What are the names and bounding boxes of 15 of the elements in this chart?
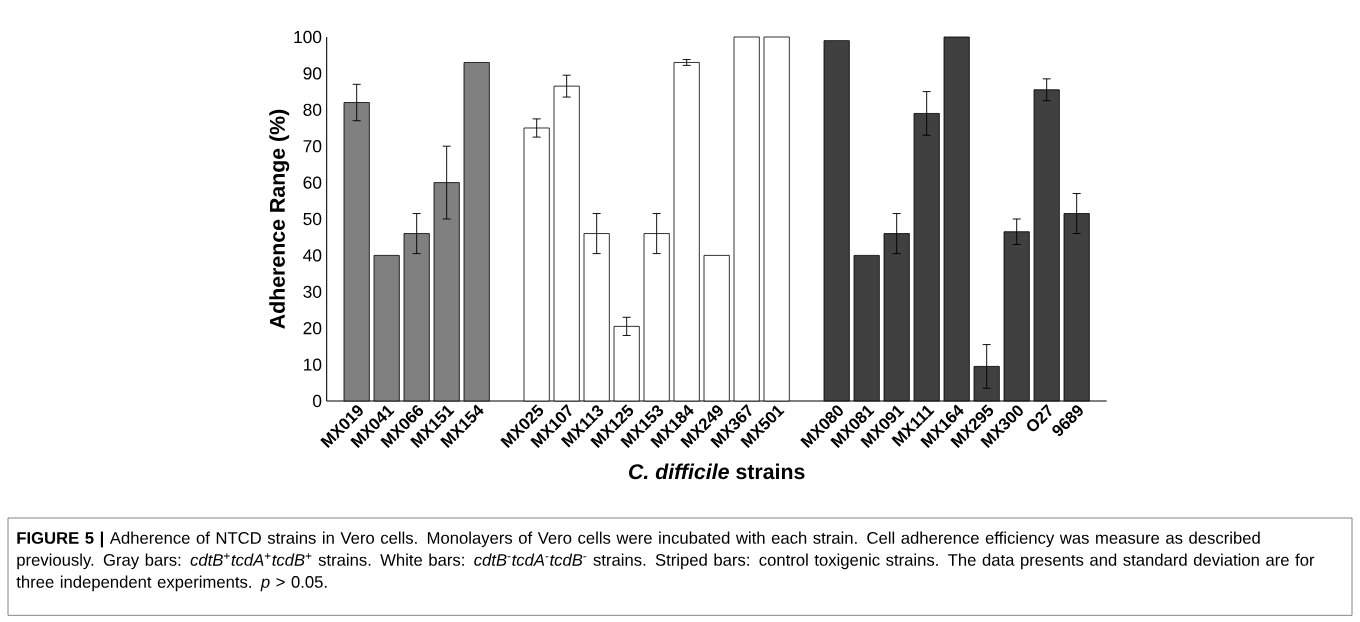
y-tick-label: 90 [303,67,322,80]
y-tick-label: 60 [303,176,322,189]
y-tick-label: 100 [294,30,322,44]
x-axis-title: C. difficile strains [629,463,805,480]
y-axis-title: Adherence Range (%) [269,109,290,329]
y-tick-label: 70 [303,140,322,153]
y-tick-label: 10 [304,358,322,371]
y-tick-label: 50 [303,212,322,226]
y-tick-label: 20 [303,322,322,335]
text: FIGURE 5 | Adherence of NTCD strains in Vero cells. Monolayers of Vero cells were incubated with each strain. Cell adherence efficiency was measure as described previously. Gray bars: cdtB$^{+}$tcdA$^{+}$tcdB$^{+}$ strains. White bars: cdtB$^{-}$tcdA$^{-}$tcdB$^{-}$ strains. Striped bars: control toxigenic strains. The data presents and standard deviation are for three independent experiments. p > 0.05. [16,531,1315,592]
y-tick-label: 0 [312,394,322,408]
y-tick-label: 40 [303,249,322,262]
y-tick-label: 30 [303,285,322,298]
x-tick-label: O27 [1027,403,1052,432]
y-tick-label: 80 [303,103,322,116]
